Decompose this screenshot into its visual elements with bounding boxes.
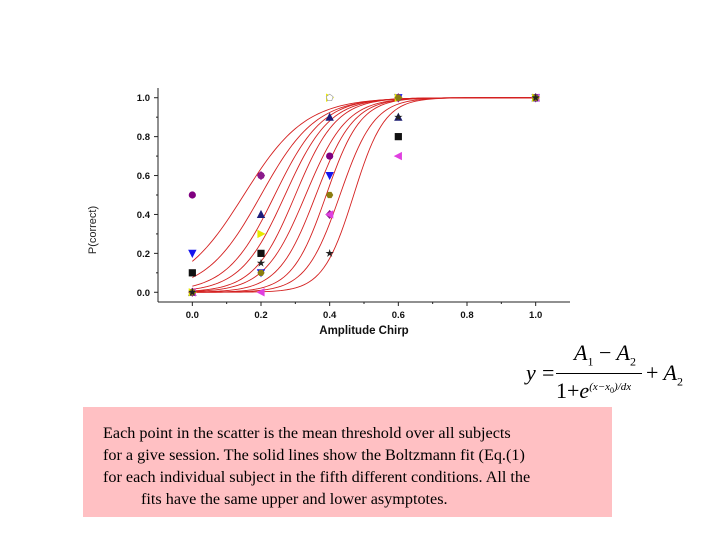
data-point-square (394, 133, 402, 141)
formula-equals: = (542, 360, 555, 385)
data-point-star (394, 112, 403, 121)
denominator-one: 1 (556, 378, 567, 403)
data-point-star (325, 248, 334, 257)
caption-line-3: for each individual subject in the fifth… (103, 468, 531, 486)
formula-plus: + (646, 360, 659, 385)
series-8-hexagon (188, 94, 540, 296)
chart-labels: 0.0 0.2 0.4 0.6 0.8 1.0 0.0 0.2 0.4 0.6 0.8 1.0 Ampl… (87, 93, 542, 337)
data-point-pentagon (325, 93, 334, 101)
data-point-hexagon (394, 94, 402, 101)
x-tick-label: 0.6 (392, 310, 405, 321)
exponent-sub: 0 (610, 385, 615, 395)
series-4-triangle-down (188, 94, 540, 278)
x-tick-label: 0.2 (254, 310, 267, 321)
series-10-pentagon (325, 93, 334, 101)
y-tick-label: 0.8 (137, 132, 150, 143)
formula-tail: + A2 (646, 360, 683, 389)
data-point-triangle-down (188, 249, 197, 258)
y-tick-label: 0.4 (137, 210, 151, 221)
data-point-square (188, 269, 196, 277)
tail-a-sub: 2 (676, 374, 683, 389)
data-point-triangle-down (325, 171, 334, 181)
data-point-diamond (256, 170, 266, 181)
series-7-triangle-right (188, 93, 541, 297)
caption-line-1: Each point in the scatter is the mean th… (103, 424, 511, 442)
fit-curve-1 (192, 97, 536, 262)
y-tick-label: 0.2 (137, 249, 150, 260)
numerator-b: A (616, 340, 630, 365)
data-point-triangle-up (325, 112, 334, 121)
caption-line-4: fits have the same upper and lower asymp… (141, 490, 448, 508)
data-point-triangle-up (256, 209, 266, 219)
data-point-square (257, 249, 265, 257)
fraction-bar (556, 373, 642, 375)
data-point-star (531, 93, 540, 102)
data-point-circle (326, 152, 334, 160)
series-3-triangle-up (188, 93, 540, 296)
numerator-b-sub: 2 (629, 354, 636, 369)
denominator-e: e (579, 378, 590, 403)
fit-curve-3 (192, 97, 536, 287)
fit-curve-4 (192, 97, 536, 290)
formula-lhs: y (526, 360, 536, 385)
data-point-circle (188, 191, 196, 199)
fit-curve-10 (192, 97, 536, 293)
series-5-diamond (188, 93, 540, 297)
y-axis-title: P(correct) (87, 206, 99, 254)
data-point-star (188, 287, 197, 296)
data-point-triangle-left (393, 151, 402, 161)
data-point-triangle-right (257, 229, 266, 239)
formula-numerator: A1 − A2 (574, 340, 636, 369)
fit-curves (192, 97, 536, 293)
denominator-plus: + (567, 378, 580, 403)
y-tick-label: 0.6 (137, 171, 150, 182)
y-tick-label: 1.0 (137, 93, 150, 104)
x-axis-title: Amplitude Chirp (319, 325, 408, 337)
formula-exponent: (x−x0)/dx (589, 380, 632, 395)
exponent-tail: )/dx (614, 380, 632, 393)
series-1-square (188, 94, 540, 277)
x-tick-label: 0.4 (323, 310, 337, 321)
data-point-hexagon (257, 269, 265, 276)
data-point-hexagon (326, 191, 334, 199)
data-point-triangle-left (256, 288, 265, 297)
x-tick-label: 0.0 (186, 310, 199, 321)
numerator-a-sub: 1 (587, 354, 594, 369)
series-9-star (188, 93, 540, 296)
numerator-a: A (574, 340, 588, 365)
boltzmann-formula: y = A1 − A2 1+e(x−x0)/dx + A2 (522, 340, 692, 404)
tail-a: A (663, 360, 677, 385)
formula-denominator: 1+e(x−x0)/dx (556, 378, 631, 404)
data-markers (187, 93, 541, 297)
exponent-text: (x−x (589, 380, 611, 393)
x-tick-label: 1.0 (529, 310, 542, 321)
data-point-triangle-left (325, 210, 334, 219)
numerator-minus: − (598, 340, 612, 365)
y-tick-label: 0.0 (137, 288, 150, 299)
x-tick-label: 0.8 (460, 310, 473, 321)
chart-axes (154, 88, 570, 306)
series-6-triangle-left (187, 93, 540, 297)
caption-line-2: for a give session. The solid lines show… (103, 446, 525, 464)
scatter-chart: 0.0 0.2 0.4 0.6 0.8 1.0 0.0 0.2 0.4 0.6 0.8 1.0 Ampl… (87, 88, 570, 337)
figure-caption: Each point in the scatter is the mean th… (83, 407, 612, 517)
data-point-star (256, 258, 266, 267)
series-2-circle (188, 94, 540, 199)
